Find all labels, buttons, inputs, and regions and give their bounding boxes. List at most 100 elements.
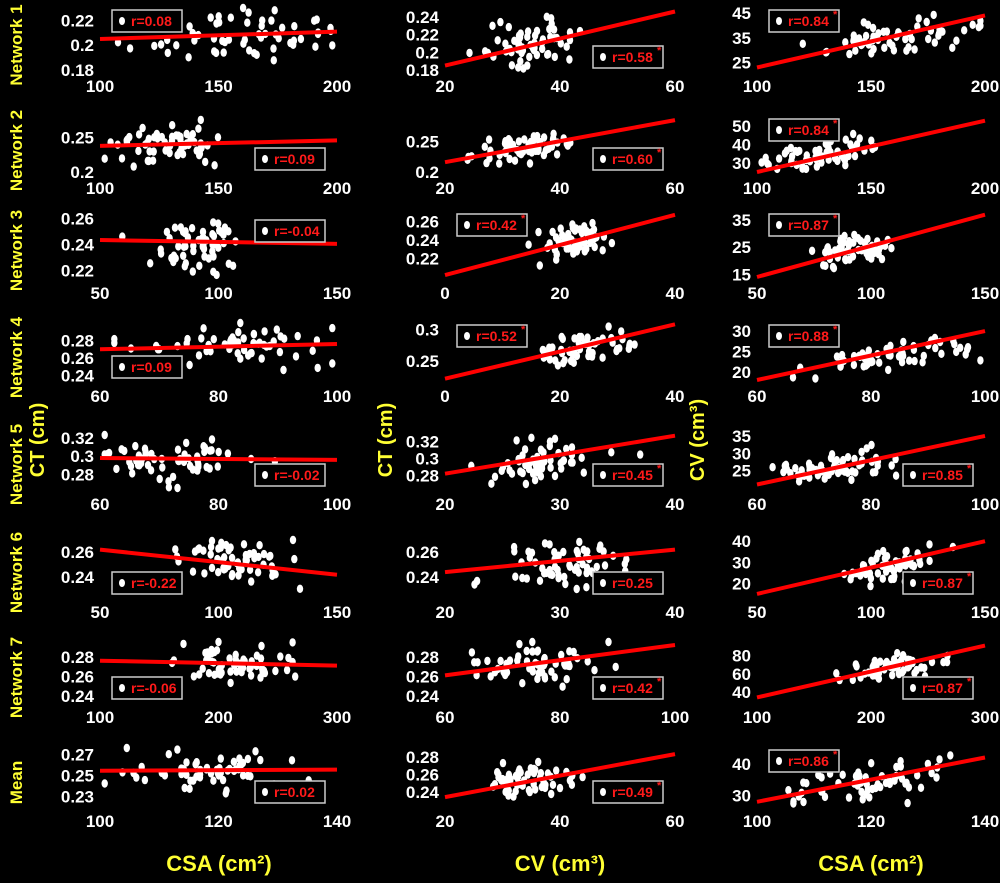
scatter-panel: 50 100 150 0.22 0.24 0.26 r=-0.04 — [61, 210, 351, 304]
data-point — [196, 261, 203, 270]
data-point — [943, 657, 951, 667]
x-tick-label: 20 — [551, 387, 570, 406]
data-point — [201, 569, 208, 578]
data-point — [245, 8, 252, 17]
data-point — [608, 448, 615, 457]
y-tick-label: 0.23 — [61, 788, 94, 807]
data-point — [848, 475, 855, 485]
significance-asterisk: * — [521, 324, 526, 336]
data-point — [228, 571, 236, 581]
data-point — [559, 231, 566, 240]
data-point — [517, 29, 524, 38]
data-point — [508, 61, 516, 70]
data-point — [899, 349, 906, 358]
data-point — [584, 657, 591, 666]
data-point — [903, 546, 910, 556]
data-point — [485, 135, 493, 144]
data-point — [957, 343, 964, 352]
row-label: Mean — [7, 761, 26, 804]
data-point — [179, 150, 187, 159]
data-point — [511, 547, 518, 556]
r-legend: r=-0.22 — [111, 571, 183, 595]
data-point — [526, 52, 533, 62]
data-point — [850, 360, 858, 370]
data-point — [247, 671, 255, 680]
data-point — [175, 242, 182, 251]
data-point — [174, 745, 181, 754]
x-tick-label: 50 — [91, 603, 110, 622]
data-point — [825, 144, 832, 153]
r-legend-box — [768, 749, 840, 773]
x-tick-label: 120 — [857, 812, 885, 831]
data-point — [250, 548, 258, 558]
data-point — [502, 39, 509, 48]
data-point — [580, 545, 587, 554]
data-point — [569, 220, 576, 229]
regression-line — [99, 342, 338, 352]
data-point — [526, 159, 534, 168]
data-point — [799, 39, 806, 48]
data-point — [932, 343, 939, 353]
scatter-panel: 100 120 140 30 40 r=0.86 * — [732, 749, 999, 831]
data-point — [528, 433, 535, 442]
x-tick-label: 200 — [204, 708, 232, 727]
data-point — [868, 136, 875, 145]
data-point — [329, 323, 336, 333]
data-point — [605, 322, 612, 331]
data-point — [481, 142, 488, 151]
x-axis-label: CSA (cm²) — [166, 851, 272, 876]
data-point — [135, 146, 142, 156]
data-point — [888, 461, 895, 470]
data-point — [215, 568, 222, 577]
data-point — [164, 48, 171, 58]
data-point — [260, 549, 268, 559]
x-tick-label: 0 — [440, 387, 449, 406]
data-point — [846, 49, 853, 59]
data-point — [196, 149, 204, 158]
x-tick-label: 20 — [436, 77, 455, 96]
r-legend: r=0.84 * — [768, 118, 840, 142]
data-point — [546, 355, 554, 364]
data-point — [599, 246, 606, 255]
x-tick-label: 20 — [436, 495, 455, 514]
x-tick-label: 100 — [857, 284, 885, 303]
data-point — [539, 44, 546, 54]
data-point — [563, 444, 570, 454]
data-point — [180, 251, 187, 260]
r-legend: r=-0.06 — [111, 676, 183, 700]
data-point — [874, 569, 882, 578]
data-point — [621, 559, 628, 569]
r-value-label: r=0.08 — [131, 13, 172, 29]
data-point — [291, 554, 298, 564]
x-tick-label: 80 — [862, 387, 881, 406]
data-point — [529, 637, 536, 647]
data-point — [551, 434, 559, 443]
y-tick-label: 30 — [732, 553, 751, 572]
y-tick-label: 0.26 — [61, 543, 94, 562]
data-point — [210, 231, 218, 241]
regression-line — [99, 29, 338, 41]
data-point — [215, 219, 222, 228]
data-point — [851, 151, 859, 161]
data-point — [921, 663, 928, 673]
scatter-panel: 50 100 150 20 30 40 r=0.87 * — [732, 532, 999, 622]
legend-marker — [600, 471, 606, 479]
x-tick-label: 20 — [551, 284, 570, 303]
y-tick-label: 0.26 — [61, 667, 94, 686]
data-point — [532, 765, 539, 775]
data-point — [764, 159, 771, 168]
y-tick-label: 25 — [732, 462, 751, 481]
data-point — [329, 359, 336, 368]
y-tick-label: 30 — [732, 787, 751, 806]
data-point — [225, 259, 232, 268]
data-point — [833, 456, 840, 465]
y-tick-label: 30 — [732, 444, 751, 463]
data-point — [283, 665, 291, 675]
data-point — [859, 795, 866, 804]
data-point — [471, 658, 478, 667]
data-point — [558, 650, 565, 660]
data-point — [600, 547, 607, 556]
y-tick-label: 0.28 — [61, 648, 94, 667]
data-point — [121, 446, 128, 456]
